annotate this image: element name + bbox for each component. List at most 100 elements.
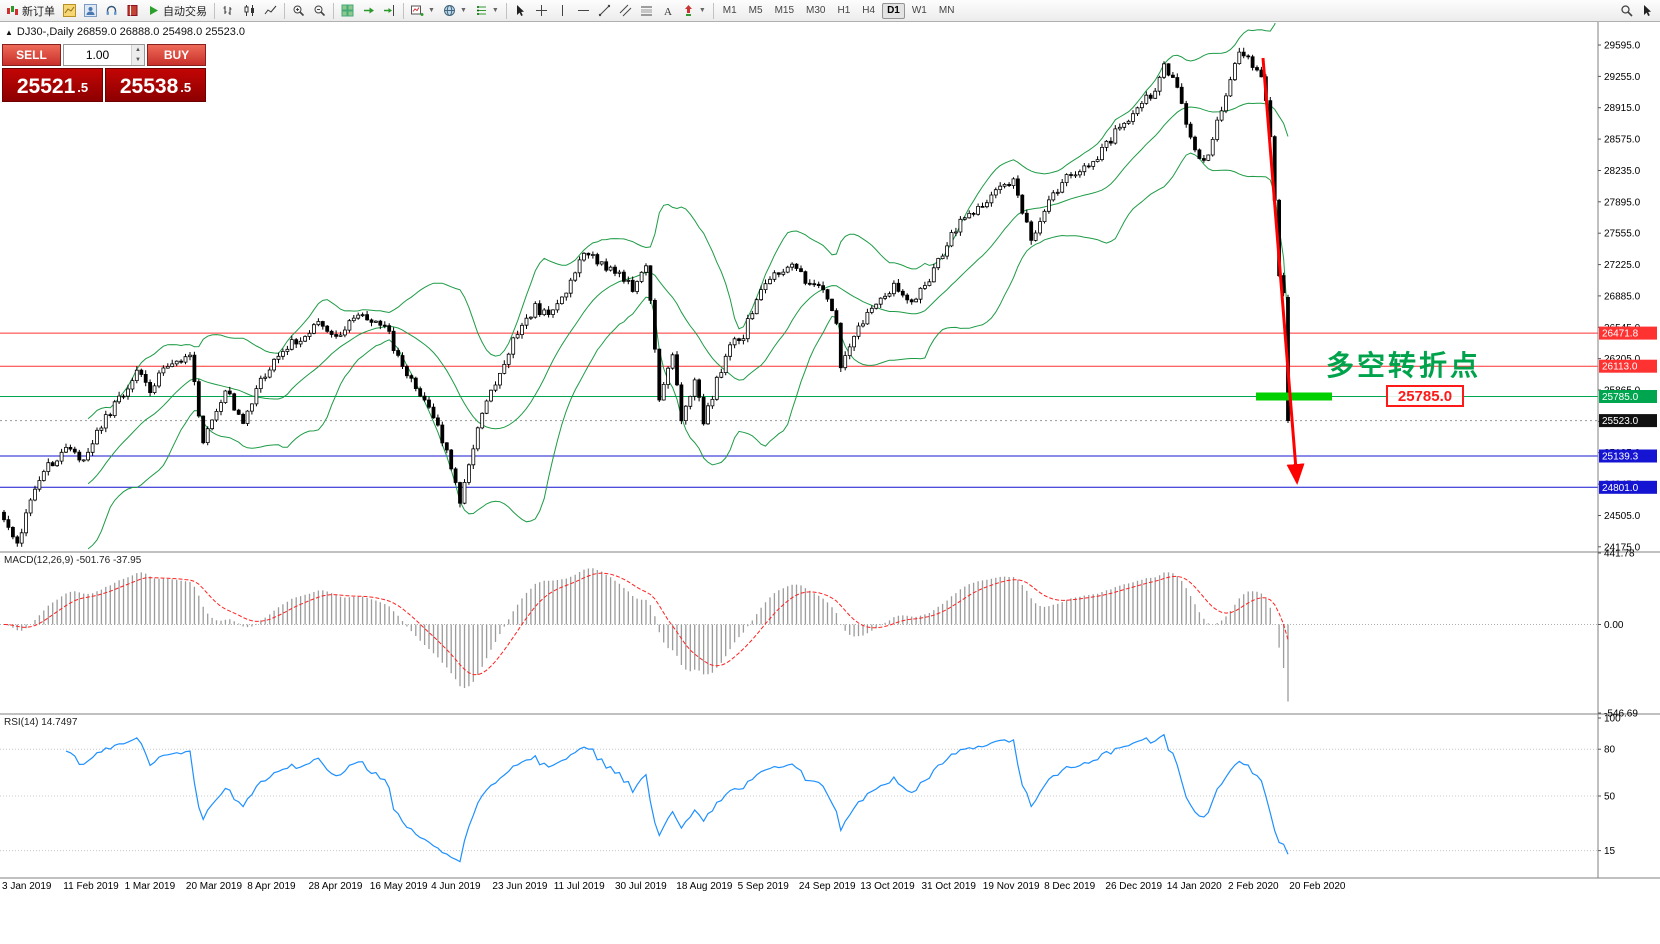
trendline-button[interactable] bbox=[594, 1, 615, 21]
panel-separators[interactable] bbox=[0, 22, 1660, 879]
new-chart-button[interactable]: ▼ bbox=[407, 1, 439, 21]
arrows-icon bbox=[682, 4, 695, 17]
svg-text:19 Nov 2019: 19 Nov 2019 bbox=[983, 881, 1040, 892]
ohlc-bars-icon bbox=[222, 4, 235, 17]
svg-text:30 Jul 2019: 30 Jul 2019 bbox=[615, 881, 667, 892]
svg-text:4 Jun 2019: 4 Jun 2019 bbox=[431, 881, 481, 892]
svg-text:26885.0: 26885.0 bbox=[1604, 291, 1641, 302]
toolbar-separator bbox=[284, 2, 285, 19]
support-level-price-box[interactable]: 25785.0 bbox=[1386, 385, 1464, 407]
chart-shift-button[interactable] bbox=[379, 1, 400, 21]
timeframe-button-h1[interactable]: H1 bbox=[837, 5, 851, 16]
buy-price-box[interactable]: 25538 .5 bbox=[105, 68, 206, 102]
sell-button[interactable]: SELL bbox=[2, 44, 61, 66]
candles-icon bbox=[243, 4, 256, 17]
cursor-button[interactable] bbox=[510, 1, 531, 21]
vertical-line-button[interactable] bbox=[552, 1, 573, 21]
line-chart-button[interactable] bbox=[260, 1, 281, 21]
auto-trading-button[interactable]: 自动交易 bbox=[143, 1, 211, 21]
svg-text:5 Sep 2019: 5 Sep 2019 bbox=[738, 881, 790, 892]
svg-text:25139.3: 25139.3 bbox=[1602, 452, 1639, 463]
zoom-in-button[interactable] bbox=[288, 1, 309, 21]
svg-text:27225.0: 27225.0 bbox=[1604, 260, 1641, 271]
book-icon bbox=[126, 4, 139, 17]
timeframe-button-m30[interactable]: M30 bbox=[806, 5, 826, 16]
tile-windows-button[interactable] bbox=[337, 1, 358, 21]
timeframe-button-m1[interactable]: M1 bbox=[722, 5, 737, 16]
timeframe-button-h4[interactable]: H4 bbox=[862, 5, 876, 16]
new-order-icon bbox=[6, 4, 19, 17]
svg-text:26113.0: 26113.0 bbox=[1602, 362, 1638, 373]
svg-text:-546.69: -546.69 bbox=[1604, 709, 1638, 720]
cursor-icon bbox=[514, 4, 527, 17]
profile-icon bbox=[84, 4, 97, 17]
svg-text:16 May 2019: 16 May 2019 bbox=[370, 881, 428, 892]
dropdown-caret-icon: ▼ bbox=[428, 7, 435, 14]
date-axis[interactable]: 3 Jan 2019 11 Feb 2019 1 Mar 2019 20 Mar 20… bbox=[2, 881, 1346, 892]
timeframe-button-w1[interactable]: W1 bbox=[911, 5, 927, 16]
chart-window-button[interactable] bbox=[59, 1, 80, 21]
toolbar-separator bbox=[712, 2, 714, 19]
globe-icon bbox=[443, 4, 456, 17]
volume-stepper[interactable]: ▲ ▼ bbox=[63, 44, 145, 66]
rsi-panel[interactable] bbox=[0, 733, 1598, 863]
volume-decrease-button[interactable]: ▼ bbox=[132, 55, 144, 65]
candles-chart-button[interactable] bbox=[239, 1, 260, 21]
toolbar-separator bbox=[403, 2, 404, 19]
play-icon bbox=[147, 4, 160, 17]
support-button[interactable] bbox=[101, 1, 122, 21]
support-highlight-segment[interactable] bbox=[1256, 392, 1332, 401]
symbol-search-button[interactable] bbox=[1616, 1, 1637, 21]
svg-text:8 Dec 2019: 8 Dec 2019 bbox=[1044, 881, 1096, 892]
crosshair-icon bbox=[535, 4, 548, 17]
svg-text:100: 100 bbox=[1604, 714, 1621, 725]
indicators-icon bbox=[475, 4, 488, 17]
timeframe-button-d1[interactable]: D1 bbox=[882, 2, 905, 19]
volume-input[interactable] bbox=[64, 45, 131, 65]
volume-increase-button[interactable]: ▲ bbox=[132, 45, 144, 55]
text-label-button[interactable]: A bbox=[657, 1, 678, 21]
new-order-button[interactable]: 新订单 bbox=[2, 1, 59, 21]
timeframe-button-m15[interactable]: M15 bbox=[774, 5, 795, 16]
sell-price-box[interactable]: 25521 .5 bbox=[2, 68, 103, 102]
trendline-icon bbox=[598, 4, 611, 17]
market-watch-button[interactable] bbox=[122, 1, 143, 21]
svg-text:28235.0: 28235.0 bbox=[1604, 166, 1641, 177]
fibonacci-button[interactable] bbox=[636, 1, 657, 21]
svg-text:0.00: 0.00 bbox=[1604, 620, 1624, 631]
svg-text:29255.0: 29255.0 bbox=[1604, 72, 1641, 83]
hline-icon bbox=[577, 4, 590, 17]
timeframe-button-mn[interactable]: MN bbox=[938, 5, 955, 16]
svg-text:8 Apr 2019: 8 Apr 2019 bbox=[247, 881, 296, 892]
svg-text:24 Sep 2019: 24 Sep 2019 bbox=[799, 881, 856, 892]
zoom-out-button[interactable] bbox=[309, 1, 330, 21]
arrows-button[interactable]: ▼ bbox=[678, 1, 710, 21]
svg-text:13 Oct 2019: 13 Oct 2019 bbox=[860, 881, 915, 892]
price-axis[interactable]: 29595.0 29255.0 28915.0 28575.0 28235.0 27895… bbox=[1598, 41, 1657, 858]
new-order-button-label: 新订单 bbox=[22, 5, 55, 18]
svg-text:24801.0: 24801.0 bbox=[1602, 483, 1639, 494]
trend-arrow[interactable] bbox=[1261, 57, 1305, 485]
macd-panel[interactable] bbox=[0, 568, 1598, 702]
vline-icon bbox=[556, 4, 569, 17]
profiles-button[interactable]: ▼ bbox=[439, 1, 471, 21]
buy-button[interactable]: BUY bbox=[147, 44, 206, 66]
indicators-button[interactable]: ▼ bbox=[471, 1, 503, 21]
svg-text:50: 50 bbox=[1604, 792, 1616, 803]
channel-button[interactable] bbox=[615, 1, 636, 21]
pointer-mode-button[interactable] bbox=[1637, 1, 1658, 21]
svg-text:27895.0: 27895.0 bbox=[1604, 197, 1641, 208]
svg-text:20 Feb 2020: 20 Feb 2020 bbox=[1289, 881, 1346, 892]
profile-button[interactable] bbox=[80, 1, 101, 21]
dropdown-caret-icon: ▼ bbox=[459, 7, 467, 14]
auto-scroll-button[interactable] bbox=[358, 1, 379, 21]
zoom-in-icon bbox=[292, 4, 305, 17]
price-chart-panel[interactable] bbox=[0, 0, 1598, 550]
timeframe-button-m5[interactable]: M5 bbox=[748, 5, 763, 16]
horizontal-line-button[interactable] bbox=[573, 1, 594, 21]
svg-text:2 Feb 2020: 2 Feb 2020 bbox=[1228, 881, 1279, 892]
toolbar-separator bbox=[333, 2, 334, 19]
bars-chart-button[interactable] bbox=[218, 1, 239, 21]
crosshair-button[interactable] bbox=[531, 1, 552, 21]
